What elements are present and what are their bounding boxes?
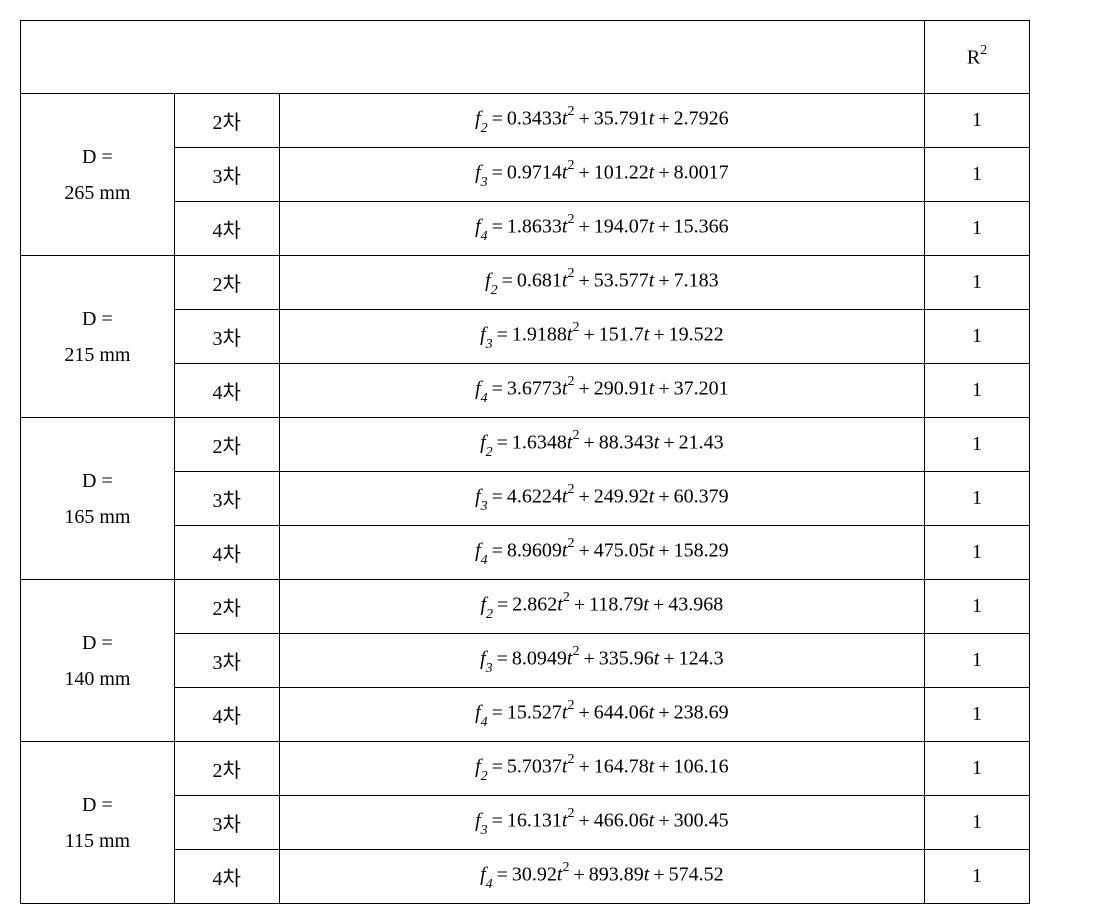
regression-table-container: R2 D =265 mm2차f2=0.3433t2+35.791t+2.7926…	[20, 20, 1030, 904]
r2-value-cell: 1	[925, 526, 1030, 580]
r2-value-cell: 1	[925, 202, 1030, 256]
order-cell: 2차	[174, 94, 279, 148]
order-cell: 3차	[174, 796, 279, 850]
order-cell: 3차	[174, 634, 279, 688]
order-cell: 3차	[174, 472, 279, 526]
formula-cell: f4=3.6773t2+290.91t+37.201	[279, 364, 924, 418]
formula-cell: f2=5.7037t2+164.78t+106.16	[279, 742, 924, 796]
formula-cell: f4=8.9609t2+475.05t+158.29	[279, 526, 924, 580]
order-cell: 4차	[174, 202, 279, 256]
formula-cell: f4=15.527t2+644.06t+238.69	[279, 688, 924, 742]
formula-cell: f3=16.131t2+466.06t+300.45	[279, 796, 924, 850]
formula-cell: f2=2.862t2+118.79t+43.968	[279, 580, 924, 634]
r2-value-cell: 1	[925, 364, 1030, 418]
order-cell: 4차	[174, 364, 279, 418]
table-row: D =165 mm2차f2=1.6348t2+88.343t+21.431	[21, 418, 1030, 472]
order-cell: 2차	[174, 256, 279, 310]
r2-value-cell: 1	[925, 580, 1030, 634]
order-cell: 4차	[174, 526, 279, 580]
order-cell: 2차	[174, 580, 279, 634]
r2-value-cell: 1	[925, 850, 1030, 904]
r2-value-cell: 1	[925, 94, 1030, 148]
d-value-cell: D =215 mm	[21, 256, 175, 418]
formula-cell: f4=30.92t2+893.89t+574.52	[279, 850, 924, 904]
header-r2-cell: R2	[925, 21, 1030, 94]
table-row: D =265 mm2차f2=0.3433t2+35.791t+2.79261	[21, 94, 1030, 148]
r2-value-cell: 1	[925, 472, 1030, 526]
formula-cell: f3=8.0949t2+335.96t+124.3	[279, 634, 924, 688]
formula-cell: f3=4.6224t2+249.92t+60.379	[279, 472, 924, 526]
order-cell: 4차	[174, 850, 279, 904]
table-row: D =115 mm2차f2=5.7037t2+164.78t+106.161	[21, 742, 1030, 796]
r2-value-cell: 1	[925, 742, 1030, 796]
r2-value-cell: 1	[925, 256, 1030, 310]
table-row: D =215 mm2차f2=0.681t2+53.577t+7.1831	[21, 256, 1030, 310]
order-cell: 3차	[174, 148, 279, 202]
header-blank-cell	[21, 21, 925, 94]
order-cell: 2차	[174, 742, 279, 796]
d-value-cell: D =265 mm	[21, 94, 175, 256]
r2-value-cell: 1	[925, 796, 1030, 850]
r2-value-cell: 1	[925, 418, 1030, 472]
r2-value-cell: 1	[925, 688, 1030, 742]
table-header-row: R2	[21, 21, 1030, 94]
formula-cell: f3=1.9188t2+151.7t+19.522	[279, 310, 924, 364]
formula-cell: f3=0.9714t2+101.22t+8.0017	[279, 148, 924, 202]
order-cell: 2차	[174, 418, 279, 472]
formula-cell: f2=1.6348t2+88.343t+21.43	[279, 418, 924, 472]
d-value-cell: D =165 mm	[21, 418, 175, 580]
r2-value-cell: 1	[925, 634, 1030, 688]
d-value-cell: D =140 mm	[21, 580, 175, 742]
table-row: D =140 mm2차f2=2.862t2+118.79t+43.9681	[21, 580, 1030, 634]
r2-value-cell: 1	[925, 310, 1030, 364]
order-cell: 3차	[174, 310, 279, 364]
regression-table: R2 D =265 mm2차f2=0.3433t2+35.791t+2.7926…	[20, 20, 1030, 904]
formula-cell: f2=0.681t2+53.577t+7.183	[279, 256, 924, 310]
order-cell: 4차	[174, 688, 279, 742]
d-value-cell: D =115 mm	[21, 742, 175, 904]
formula-cell: f2=0.3433t2+35.791t+2.7926	[279, 94, 924, 148]
formula-cell: f4=1.8633t2+194.07t+15.366	[279, 202, 924, 256]
r2-superscript: 2	[980, 43, 987, 58]
r2-value-cell: 1	[925, 148, 1030, 202]
